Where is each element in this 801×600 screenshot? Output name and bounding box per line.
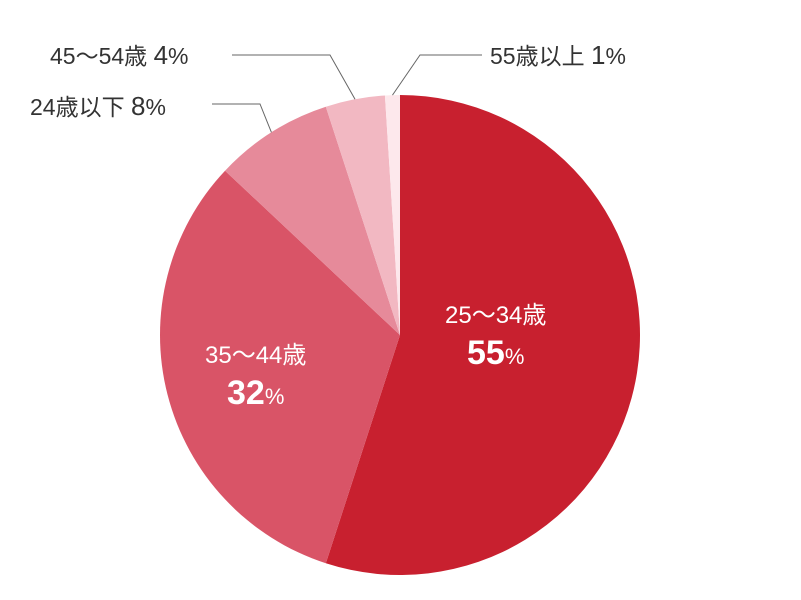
label-24under: 24歳以下 8% [30,93,166,119]
slice-label-25-34-line1: 25～34歳 [445,300,546,331]
label-45-54-pct: 4 [154,40,168,70]
chart-stage: 55歳以上 1% 45～54歳 4% 24歳以下 8% 25～34歳 55% 3… [0,0,801,600]
leader-line [212,104,271,132]
label-55plus: 55歳以上 1% [490,42,626,68]
label-24under-text: 24歳以下 [30,94,125,120]
label-24under-pct: 8 [131,91,145,121]
pie-chart [0,0,801,600]
slice-label-25-34: 25～34歳 55% [445,300,546,375]
slice-label-35-44-line1: 35～44歳 [205,340,306,371]
label-45-54-text: 45～54歳 [50,43,147,69]
slice-label-25-34-big: 55 [467,334,505,372]
label-55plus-pct: 1 [591,40,605,70]
label-45-54: 45～54歳 4% [50,42,188,68]
leader-line [392,55,482,95]
slice-label-35-44: 35～44歳 32% [205,340,306,415]
leader-line [232,55,355,99]
slice-label-35-44-big: 32 [227,374,265,412]
label-55plus-text: 55歳以上 [490,43,585,69]
